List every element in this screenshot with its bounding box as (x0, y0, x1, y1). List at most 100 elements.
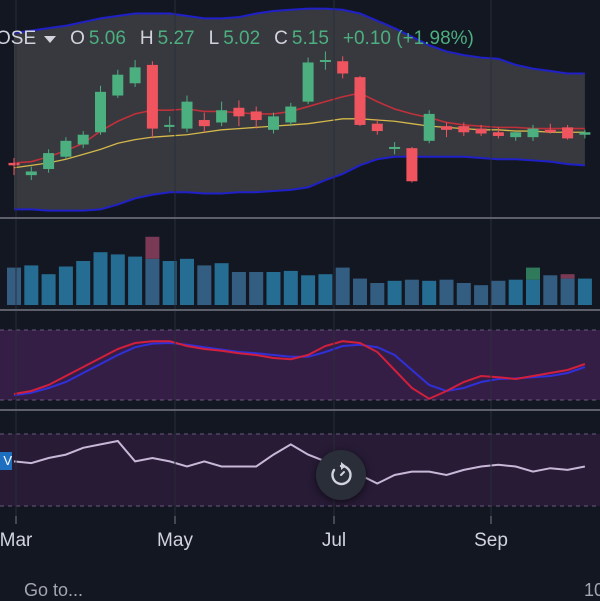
volume-bar (162, 261, 177, 305)
candle (112, 74, 124, 96)
candle (354, 77, 366, 125)
volume-bar (180, 258, 194, 305)
symbol-label[interactable]: OSE (0, 28, 37, 49)
candle (43, 153, 55, 170)
volume-bar (58, 266, 73, 305)
volume-bar (439, 279, 454, 305)
candle (198, 120, 210, 127)
low-label: L (208, 28, 220, 49)
indicator-pane (0, 433, 600, 507)
volume-bar (387, 280, 402, 305)
open-label: O (70, 28, 85, 49)
volume-spike-bar (526, 267, 540, 280)
candle (527, 128, 539, 138)
bollinger-upper-line (13, 7, 585, 75)
candle (302, 62, 314, 102)
x-tick-label: May (157, 530, 193, 551)
ohlc-legend: OSE O 5.06 H 5.27 L 5.02 C 5.15 +0.10 (+… (0, 26, 474, 52)
indicator-line (13, 439, 586, 485)
volume-bar (474, 285, 489, 305)
high-label: H (139, 28, 154, 49)
candle (95, 91, 106, 133)
volume-bar (318, 274, 333, 305)
candle (216, 110, 228, 123)
candle (25, 171, 37, 176)
volume-bar (93, 252, 108, 305)
stochastic-k-line (13, 340, 586, 400)
symbol-dropdown-icon[interactable] (44, 35, 57, 43)
x-tick-label: Mar (0, 530, 33, 551)
volume-bar (456, 283, 471, 305)
volume-bar (335, 267, 350, 305)
indicator-badge[interactable]: V (0, 452, 12, 470)
candle (319, 60, 331, 63)
volume-bar (231, 272, 246, 305)
volume-spike-bar (145, 236, 160, 259)
volume-bar (353, 278, 367, 305)
candle (475, 128, 487, 134)
volume-bar (370, 283, 385, 305)
candle (233, 107, 245, 117)
bollinger-lower-line (14, 155, 585, 212)
volume-bar (214, 263, 229, 305)
volume-bar (128, 256, 143, 305)
candle (492, 132, 504, 136)
candle (337, 61, 349, 74)
candle (458, 126, 470, 133)
candle (60, 140, 72, 157)
x-tick-label: Sep (474, 530, 508, 551)
candle (285, 106, 297, 123)
candle (146, 64, 158, 129)
volume-bar (577, 278, 592, 305)
volume-bar (249, 272, 264, 305)
low-value: 5.02 (223, 28, 261, 49)
candle (406, 148, 418, 182)
stochastic-pane (0, 329, 600, 401)
volume-bar (422, 280, 437, 305)
price-pane (8, 7, 591, 212)
volume-bar (526, 279, 540, 305)
close-label: C (274, 28, 288, 49)
candle (268, 116, 279, 130)
candle (441, 126, 452, 130)
indicator-band (0, 434, 600, 506)
candle (164, 124, 176, 127)
candle (423, 113, 435, 141)
candle (371, 123, 383, 132)
goto-button[interactable]: Go to... (24, 580, 84, 600)
volume-bar (7, 267, 21, 305)
x-axis (0, 0, 600, 524)
candle (250, 111, 262, 121)
candle (181, 101, 193, 129)
reset-chart-button[interactable] (316, 450, 366, 500)
volume-bar (41, 274, 56, 305)
reset-icon (331, 462, 352, 486)
volume-bar (560, 278, 575, 305)
page-number: 10 (584, 580, 600, 600)
moving-average-slow-line (13, 118, 585, 169)
volume-bar (197, 265, 212, 305)
volume-bar (508, 279, 523, 305)
volume-bar (76, 261, 91, 305)
volume-spike-bar (560, 274, 575, 279)
volume-bar (110, 254, 125, 305)
candle (389, 146, 401, 149)
close-value: 5.15 (291, 28, 329, 49)
stochastic-band (0, 330, 600, 400)
volume-pane (7, 236, 592, 305)
volume-bar (24, 265, 39, 305)
x-tick-label: Jul (321, 530, 347, 551)
volume-bar (283, 270, 298, 305)
candle (544, 129, 556, 133)
candle (129, 67, 141, 84)
candle (579, 132, 591, 135)
volume-bar (301, 275, 316, 305)
candle (510, 132, 522, 138)
candle (77, 134, 89, 145)
volume-bar (491, 280, 506, 305)
moving-average-fast-line (13, 92, 585, 164)
candle (562, 127, 574, 139)
volume-bar (404, 279, 419, 305)
candle (8, 162, 20, 166)
